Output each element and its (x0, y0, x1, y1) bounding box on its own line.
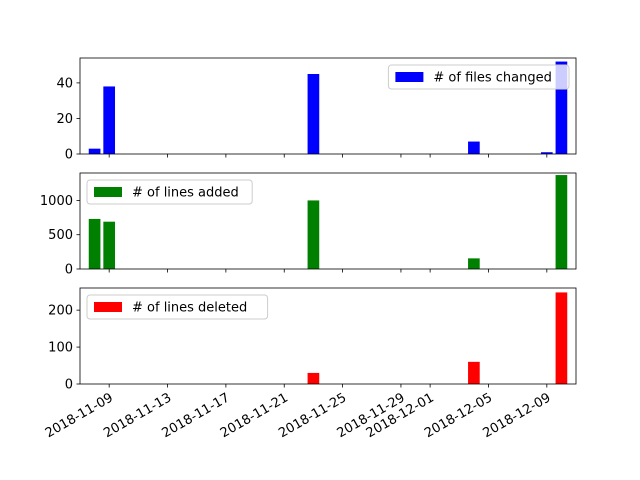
axes-frame (79, 57, 577, 155)
bar (103, 86, 116, 154)
bar (103, 221, 116, 269)
bar (468, 361, 480, 384)
axes-frame (79, 172, 577, 270)
bar (307, 74, 320, 154)
legend-box (86, 294, 269, 320)
bar (88, 148, 101, 154)
y-tick-label: 0 (65, 263, 73, 278)
y-tick-label: 0 (65, 148, 73, 163)
legend: # of lines deleted (86, 294, 269, 320)
bar (555, 61, 568, 154)
bar (468, 258, 480, 269)
bar (307, 372, 320, 384)
subplot-2: 0 500 1000 # of lines added (40, 172, 577, 278)
legend-label: # of files changed (433, 71, 552, 86)
bar (555, 292, 568, 384)
legend: # of lines added (86, 179, 253, 205)
bar (307, 200, 320, 269)
bar (555, 175, 568, 269)
y-tick-label: 1000 (40, 194, 73, 209)
y-tick-label: 0 (65, 378, 73, 393)
legend-swatch (94, 187, 122, 197)
legend-label: # of lines deleted (132, 301, 247, 316)
axes-frame (79, 287, 577, 385)
legend-label: # of lines added (132, 186, 239, 201)
y-tick-label: 500 (48, 228, 73, 243)
y-tick-label: 100 (48, 341, 73, 356)
legend: # of files changed (387, 64, 570, 90)
legend-box (387, 64, 570, 90)
subplot-1: 0 20 40 # of files changed (56, 57, 577, 163)
y-tick-label: 20 (56, 112, 73, 127)
bar (88, 218, 101, 269)
legend-swatch (94, 302, 122, 312)
bar (540, 152, 553, 154)
y-tick-label: 40 (56, 76, 73, 91)
legend-swatch (395, 72, 424, 82)
bar (468, 141, 480, 154)
y-tick-label: 200 (48, 304, 73, 319)
legend-box (86, 179, 253, 205)
subplot-3: 01002002018-11-092018-11-132018-11-17201… (43, 287, 577, 441)
